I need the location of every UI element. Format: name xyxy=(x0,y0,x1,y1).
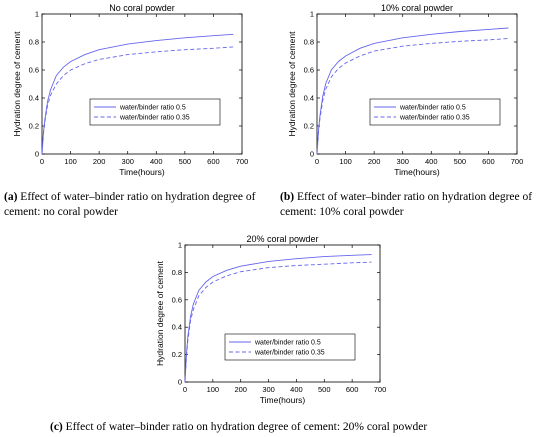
x-tick-label: 200 xyxy=(93,157,106,166)
series-line-1 xyxy=(41,33,234,155)
x-tick-label: 300 xyxy=(396,157,409,166)
y-tick-label: 0.8 xyxy=(304,38,314,47)
x-tick-label: 700 xyxy=(374,385,387,394)
y-tick-label: 0.8 xyxy=(29,38,39,47)
chart-title: 10% coral powder xyxy=(381,3,453,13)
x-tick-label: 600 xyxy=(207,157,220,166)
x-tick-label: 300 xyxy=(262,385,275,394)
caption-c-line1: Effect of water–binder ratio on hydratio… xyxy=(62,421,428,433)
caption-a-line2: cement: no coral powder xyxy=(4,206,118,218)
y-tick-label: 0 xyxy=(178,378,182,387)
caption-a-line1: Effect of water–binder ratio on hydratio… xyxy=(17,191,256,203)
y-tick-label: 0.8 xyxy=(172,268,182,277)
y-tick-label: 0.2 xyxy=(172,350,182,359)
legend-label-2: water/binder ratio 0.35 xyxy=(119,115,190,122)
y-tick-label: 0.4 xyxy=(304,94,314,103)
x-tick-label: 100 xyxy=(64,157,77,166)
x-tick-label: 500 xyxy=(318,385,331,394)
y-tick-label: 0.6 xyxy=(304,66,314,75)
x-tick-label: 0 xyxy=(315,157,319,166)
caption-a-label: (a) xyxy=(4,191,18,203)
y-axis-label: Hydration degree of cement xyxy=(155,260,165,366)
x-tick-label: 100 xyxy=(339,157,352,166)
legend-label-2: water/binder ratio 0.35 xyxy=(254,350,325,357)
y-tick-label: 0.6 xyxy=(29,66,39,75)
x-tick-label: 100 xyxy=(207,385,220,394)
chart-title: No coral powder xyxy=(109,3,175,13)
y-tick-label: 1 xyxy=(310,10,314,19)
legend-label-2: water/binder ratio 0.35 xyxy=(399,115,470,122)
chart-panel-c: 0 100 200 300 400 500 600 700 0 0.2 0.4 0.6 0.8 1 20% … xyxy=(140,228,415,418)
y-axis-label: Hydration degree of cement xyxy=(12,31,22,137)
y-tick-label: 0.4 xyxy=(172,323,182,332)
chart-svg-a: 0 100 200 300 400 500 600 700 0 0.2 0.4 0.6 0.8 1 No c… xyxy=(12,3,249,177)
x-tick-label: 200 xyxy=(234,385,247,394)
series-line-1 xyxy=(184,254,372,383)
caption-b-label: (b) xyxy=(280,191,295,203)
caption-a: (a) Effect of water–binder ratio on hydr… xyxy=(4,190,274,220)
x-axis-label: Time(hours) xyxy=(119,167,165,177)
plot-area-box xyxy=(41,13,243,155)
caption-c-label: (c) xyxy=(50,421,63,433)
chart-panel-b: 0 100 200 300 400 500 600 700 0 0.2 0.4 0.6 0.8 1 10% … xyxy=(275,0,550,190)
y-axis-label: Hydration degree of cement xyxy=(287,31,297,137)
series-line-2 xyxy=(184,261,372,383)
plot-area-box xyxy=(184,244,381,383)
y-tick-label: 1 xyxy=(178,241,182,250)
legend-label-1: water/binder ratio 0.5 xyxy=(399,105,466,112)
caption-b-line1: Effect of water–binder ratio on hydratio… xyxy=(294,191,533,203)
x-tick-label: 400 xyxy=(150,157,163,166)
y-tick-label: 0.6 xyxy=(172,295,182,304)
x-tick-label: 300 xyxy=(121,157,134,166)
y-tick-label: 0.2 xyxy=(29,122,39,131)
x-tick-label: 400 xyxy=(425,157,438,166)
chart-svg-c: 0 100 200 300 400 500 600 700 0 0.2 0.4 0.6 0.8 1 20% … xyxy=(155,234,387,405)
x-axis-label: Time(hours) xyxy=(394,167,440,177)
chart-title: 20% coral powder xyxy=(246,234,318,244)
x-tick-label: 600 xyxy=(482,157,495,166)
y-tick-label: 0 xyxy=(310,150,314,159)
legend-label-1: water/binder ratio 0.5 xyxy=(254,340,321,347)
y-tick-label: 1 xyxy=(35,10,39,19)
x-tick-label: 500 xyxy=(179,157,192,166)
legend-box xyxy=(89,98,221,126)
x-tick-label: 500 xyxy=(454,157,467,166)
x-tick-label: 0 xyxy=(40,157,44,166)
legend-box xyxy=(369,98,501,126)
x-tick-label: 700 xyxy=(236,157,249,166)
x-tick-label: 0 xyxy=(183,385,187,394)
caption-b: (b) Effect of water–binder ratio on hydr… xyxy=(280,190,550,220)
plot-area-box xyxy=(316,13,518,155)
y-tick-label: 0 xyxy=(35,150,39,159)
chart-svg-b: 0 100 200 300 400 500 600 700 0 0.2 0.4 0.6 0.8 1 10% … xyxy=(287,3,524,177)
x-tick-label: 400 xyxy=(290,385,303,394)
x-axis-label: Time(hours) xyxy=(260,395,306,405)
y-tick-label: 0.2 xyxy=(304,122,314,131)
x-tick-label: 700 xyxy=(511,157,524,166)
series-line-1 xyxy=(316,27,509,155)
series-line-2 xyxy=(316,38,509,155)
y-tick-label: 0.4 xyxy=(29,94,39,103)
x-tick-label: 200 xyxy=(368,157,381,166)
series-line-2 xyxy=(41,46,234,155)
chart-panel-a: 0 100 200 300 400 500 600 700 0 0.2 0.4 0.6 0.8 1 No c… xyxy=(0,0,275,190)
x-tick-label: 600 xyxy=(346,385,359,394)
caption-b-line2: cement: 10% coral powder xyxy=(280,206,404,218)
caption-c: (c) Effect of water–binder ratio on hydr… xyxy=(50,420,530,435)
legend-box xyxy=(224,333,356,361)
legend-label-1: water/binder ratio 0.5 xyxy=(119,105,186,112)
